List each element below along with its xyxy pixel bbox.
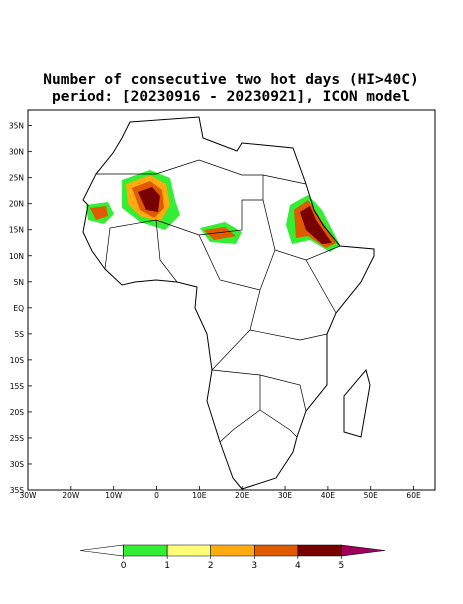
- title: Number of consecutive two hot days (HI>4…: [43, 72, 418, 88]
- subtitle: period: [20230916 - 20230921], ICON mode…: [52, 89, 410, 105]
- map-frame: [27, 109, 436, 491]
- y-tick-label: 5S: [14, 330, 24, 339]
- colorbar-label: 4: [295, 561, 301, 571]
- hot-areas: [86, 170, 340, 252]
- y-tick-label: 25S: [10, 434, 25, 443]
- x-tick-label: 20W: [62, 491, 80, 500]
- y-tick-label: 35N: [9, 122, 24, 131]
- colorbar-segment: [79, 544, 124, 557]
- area-5: [138, 187, 160, 212]
- x-tick-label: 50E: [364, 491, 379, 500]
- x-tick-label: 10W: [105, 491, 123, 500]
- y-tick-label: 35S: [10, 486, 25, 495]
- x-tick-label: 20E: [235, 491, 250, 500]
- colorbar-label: 3: [251, 561, 257, 571]
- colorbar-label: 0: [121, 561, 127, 571]
- x-tick-label: 30E: [278, 491, 293, 500]
- y-tick-label: 20S: [10, 408, 25, 417]
- colorbar-segment: [253, 544, 299, 557]
- area-5: [300, 206, 332, 244]
- y-tick-label: 30N: [9, 148, 24, 157]
- x-tick-label: 30W: [20, 491, 38, 500]
- y-tick-label: 20N: [9, 200, 24, 209]
- x-tick-label: 40E: [321, 491, 336, 500]
- x-tick-label: 0: [154, 491, 159, 500]
- country-borders: [96, 159, 341, 443]
- y-tick-label: 10S: [10, 356, 25, 365]
- area-4: [90, 206, 108, 220]
- colorbar-label: 1: [164, 561, 170, 571]
- y-tick-label: 30S: [10, 460, 25, 469]
- x-tick-label: 10E: [192, 491, 207, 500]
- colorbar-label: 5: [339, 561, 345, 571]
- colorbar: 0 1 2 3 4 5: [79, 544, 386, 571]
- y-tick-label: 25N: [9, 174, 24, 183]
- colorbar-segment: [210, 544, 255, 557]
- y-tick-label: 15S: [10, 382, 25, 391]
- y-tick-label: 15N: [9, 226, 24, 235]
- y-tick-label: 5N: [14, 278, 24, 287]
- area-4: [204, 227, 236, 240]
- colorbar-segment: [297, 544, 342, 557]
- x-tick-label: 60E: [406, 491, 421, 500]
- colorbar-segment: [166, 544, 212, 557]
- colorbar-segment: [123, 544, 168, 557]
- y-tick-label: 10N: [9, 252, 24, 261]
- madagascar-outline: [343, 368, 371, 438]
- colorbar-label: 2: [208, 561, 214, 571]
- map: [27, 109, 436, 491]
- colorbar-segment: [341, 544, 386, 557]
- y-tick-label: EQ: [13, 304, 24, 313]
